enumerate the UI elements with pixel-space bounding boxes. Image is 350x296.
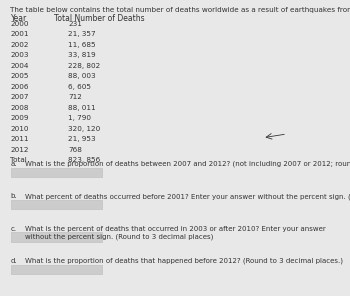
Text: 88, 003: 88, 003 bbox=[68, 73, 96, 79]
Text: 88, 011: 88, 011 bbox=[68, 105, 96, 111]
Text: a.: a. bbox=[10, 161, 17, 167]
Text: 2010: 2010 bbox=[10, 126, 29, 132]
Text: 2012: 2012 bbox=[10, 147, 29, 153]
Text: 6, 605: 6, 605 bbox=[68, 84, 91, 90]
Text: 2001: 2001 bbox=[10, 31, 29, 37]
Text: 228, 802: 228, 802 bbox=[68, 63, 100, 69]
Text: d.: d. bbox=[10, 258, 17, 264]
Text: 33, 819: 33, 819 bbox=[68, 52, 96, 58]
Text: 320, 120: 320, 120 bbox=[68, 126, 100, 132]
Text: Total: Total bbox=[10, 157, 27, 163]
Text: 2000: 2000 bbox=[10, 21, 29, 27]
Text: What is the proportion of deaths between 2007 and 2012? (not including 2007 or 2: What is the proportion of deaths between… bbox=[25, 161, 350, 167]
Text: 2002: 2002 bbox=[10, 42, 29, 48]
Text: What is the percent of deaths that occurred in 2003 or after 2010? Enter your an: What is the percent of deaths that occur… bbox=[25, 226, 325, 231]
Text: c.: c. bbox=[10, 226, 17, 231]
Text: What is the proportion of deaths that happened before 2012? (Round to 3 decimal : What is the proportion of deaths that ha… bbox=[25, 258, 343, 264]
FancyBboxPatch shape bbox=[10, 200, 102, 210]
Text: 2007: 2007 bbox=[10, 94, 29, 100]
Text: What percent of deaths occurred before 2001? Enter your answer without the perce: What percent of deaths occurred before 2… bbox=[25, 193, 350, 200]
Text: Total Number of Deaths: Total Number of Deaths bbox=[54, 14, 145, 23]
Text: 2004: 2004 bbox=[10, 63, 29, 69]
Text: 21, 953: 21, 953 bbox=[68, 136, 96, 142]
Text: without the percent sign. (Round to 3 decimal places): without the percent sign. (Round to 3 de… bbox=[25, 234, 213, 240]
Text: Year: Year bbox=[10, 14, 27, 23]
Text: 2008: 2008 bbox=[10, 105, 29, 111]
Text: 2009: 2009 bbox=[10, 115, 29, 121]
Text: 21, 357: 21, 357 bbox=[68, 31, 96, 37]
Text: 11, 685: 11, 685 bbox=[68, 42, 96, 48]
Text: 2011: 2011 bbox=[10, 136, 29, 142]
Text: The table below contains the total number of deaths worldwide as a result of ear: The table below contains the total numbe… bbox=[10, 7, 350, 12]
Text: b.: b. bbox=[10, 193, 17, 199]
FancyBboxPatch shape bbox=[10, 265, 102, 274]
Text: 2005: 2005 bbox=[10, 73, 29, 79]
FancyBboxPatch shape bbox=[10, 168, 102, 177]
Text: 712: 712 bbox=[68, 94, 82, 100]
Text: 1, 790: 1, 790 bbox=[68, 115, 91, 121]
Text: 231: 231 bbox=[68, 21, 82, 27]
Text: 823, 856: 823, 856 bbox=[68, 157, 100, 163]
FancyBboxPatch shape bbox=[10, 232, 102, 242]
Text: 2006: 2006 bbox=[10, 84, 29, 90]
Text: 2003: 2003 bbox=[10, 52, 29, 58]
Text: 768: 768 bbox=[68, 147, 82, 153]
